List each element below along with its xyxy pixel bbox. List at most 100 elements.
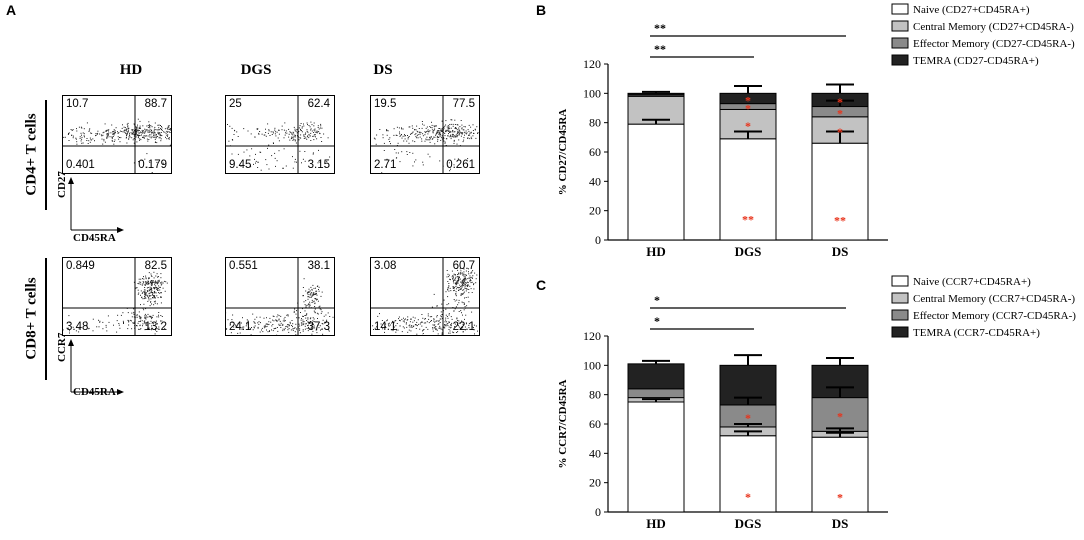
quadrant-lr: 0.261 bbox=[446, 159, 475, 171]
legend: Naive (CD27+CD45RA+) Central Memory (CD27… bbox=[891, 3, 1075, 67]
flow-plot-cd8-dgs: 0.551 38.1 24.1 37.3 bbox=[225, 257, 335, 336]
quadrant-ul: 3.08 bbox=[374, 260, 397, 272]
quadrant-ur: 38.1 bbox=[307, 260, 330, 272]
legend: Naive (CCR7+CD45RA+) Central Memory (CCR7… bbox=[891, 275, 1076, 339]
error-bar bbox=[642, 90, 670, 94]
quadrant-ll: 2.71 bbox=[374, 159, 397, 171]
bar-stack-hd bbox=[627, 92, 685, 241]
bar-segment bbox=[627, 123, 685, 241]
quadrant-ur: 77.5 bbox=[452, 98, 475, 110]
legend-swatch bbox=[891, 3, 909, 15]
bar-segment bbox=[627, 363, 685, 390]
legend-label: Naive (CD27+CD45RA+) bbox=[913, 4, 1030, 16]
error-bar bbox=[826, 130, 854, 144]
x-tick-label: DS bbox=[832, 516, 849, 531]
error-bar bbox=[734, 396, 762, 405]
cd4-row-label: CD4+ T cells bbox=[23, 113, 40, 196]
y-axis: 0 20 40 60 80 100 120 bbox=[583, 57, 609, 247]
y-tick-label: 80 bbox=[589, 388, 601, 402]
scatter-events bbox=[226, 278, 334, 335]
quadrant-ul: 0.551 bbox=[229, 260, 258, 272]
scatter-events bbox=[373, 119, 479, 173]
bar-segment bbox=[811, 436, 869, 513]
quadrant-ul: 0.849 bbox=[66, 260, 95, 272]
legend-swatch bbox=[891, 292, 909, 304]
significance-star: * bbox=[745, 102, 751, 116]
significance-star: * bbox=[745, 119, 751, 133]
x-tick-label: HD bbox=[646, 516, 666, 531]
x-tick-label: DGS bbox=[735, 244, 762, 259]
legend-item: Effector Memory (CCR7-CD45RA-) bbox=[891, 309, 1076, 322]
legend-label: Effector Memory (CCR7-CD45RA-) bbox=[913, 310, 1076, 322]
quadrant-lr: 3.15 bbox=[307, 159, 330, 171]
cd8-axis-arrows bbox=[68, 339, 124, 395]
bar-segment bbox=[811, 397, 869, 432]
quadrant-ur: 60.7 bbox=[452, 260, 475, 272]
error-bar bbox=[826, 99, 854, 107]
scatter-events bbox=[63, 271, 168, 335]
cd8-row-label: CD8+ T cells bbox=[23, 277, 40, 360]
significance-star: * bbox=[837, 107, 843, 121]
y-tick-label: 100 bbox=[583, 86, 601, 100]
cd8-y-axis-label: CCR7 bbox=[56, 332, 68, 362]
legend-swatch bbox=[891, 309, 909, 321]
quadrant-ur: 88.7 bbox=[144, 98, 167, 110]
legend-label: TEMRA (CCR7-CD45RA+) bbox=[913, 327, 1040, 339]
flow-plot-cd4-dgs: 25 62.4 9.45 3.15 bbox=[225, 95, 335, 174]
scatter-events bbox=[372, 268, 478, 335]
panel-b-letter: B bbox=[536, 2, 547, 18]
quadrant-lr: 0.179 bbox=[138, 159, 167, 171]
error-bar bbox=[826, 431, 854, 438]
comparison-stars: ** bbox=[654, 42, 666, 56]
error-bar bbox=[734, 130, 762, 139]
y-tick-label: 120 bbox=[583, 329, 601, 343]
error-bar bbox=[826, 386, 854, 398]
significance-star: * bbox=[837, 409, 843, 423]
comparison-stars: ** bbox=[654, 21, 666, 35]
comparison-line: * bbox=[650, 293, 846, 309]
cd4-row-bar bbox=[45, 100, 47, 210]
y-tick-label: 100 bbox=[583, 358, 601, 372]
legend-item: TEMRA (CD27-CD45RA+) bbox=[891, 54, 1039, 67]
cd4-axis-arrows bbox=[68, 177, 124, 233]
legend-label: TEMRA (CD27-CD45RA+) bbox=[913, 55, 1039, 67]
error-bar bbox=[734, 354, 762, 366]
y-tick-label: 120 bbox=[583, 57, 601, 71]
comparison-stars: * bbox=[654, 293, 660, 307]
legend-swatch bbox=[891, 54, 909, 66]
error-bar bbox=[734, 430, 762, 436]
quadrant-lr: 37.3 bbox=[307, 321, 330, 333]
col-header-ds: DS bbox=[373, 62, 393, 78]
quadrant-ul: 25 bbox=[229, 98, 242, 110]
error-bar bbox=[642, 118, 670, 125]
comparison-line: ** bbox=[650, 21, 846, 37]
quadrant-ll: 3.48 bbox=[66, 321, 89, 333]
bar-segment bbox=[811, 142, 869, 241]
comparison-line: * bbox=[650, 314, 754, 330]
legend-label: Central Memory (CD27+CD45RA-) bbox=[913, 21, 1074, 33]
error-bar bbox=[734, 85, 762, 94]
legend-swatch bbox=[891, 20, 909, 32]
error-bar bbox=[642, 398, 670, 402]
bar-stack-ds bbox=[811, 92, 869, 241]
significance-star: * bbox=[837, 95, 843, 109]
bar-stack-hd bbox=[627, 363, 685, 513]
legend-item: Effector Memory (CD27-CD45RA-) bbox=[891, 37, 1075, 50]
y-tick-label: 20 bbox=[589, 476, 601, 490]
significance-star: * bbox=[837, 491, 843, 505]
chart-c: 0 20 40 60 80 100 120 % CCR7/CD45RA HD * * DGS * * DS *… bbox=[557, 275, 1076, 531]
scatter-events bbox=[63, 118, 171, 173]
y-axis-label: % CCR7/CD45RA bbox=[557, 379, 569, 468]
significance-star: ** bbox=[742, 213, 754, 227]
quadrant-ll: 14.1 bbox=[374, 321, 397, 333]
error-bar bbox=[826, 83, 854, 94]
quadrant-ll: 0.401 bbox=[66, 159, 95, 171]
y-tick-label: 60 bbox=[589, 417, 601, 431]
bar-segment bbox=[719, 435, 777, 513]
significance-star: ** bbox=[834, 214, 846, 228]
quadrant-ur: 62.4 bbox=[307, 98, 330, 110]
legend-item: Central Memory (CCR7+CD45RA-) bbox=[891, 292, 1075, 305]
flow-plot-cd4-ds: 19.5 77.5 2.71 0.261 bbox=[370, 95, 480, 174]
error-bar bbox=[826, 427, 854, 432]
